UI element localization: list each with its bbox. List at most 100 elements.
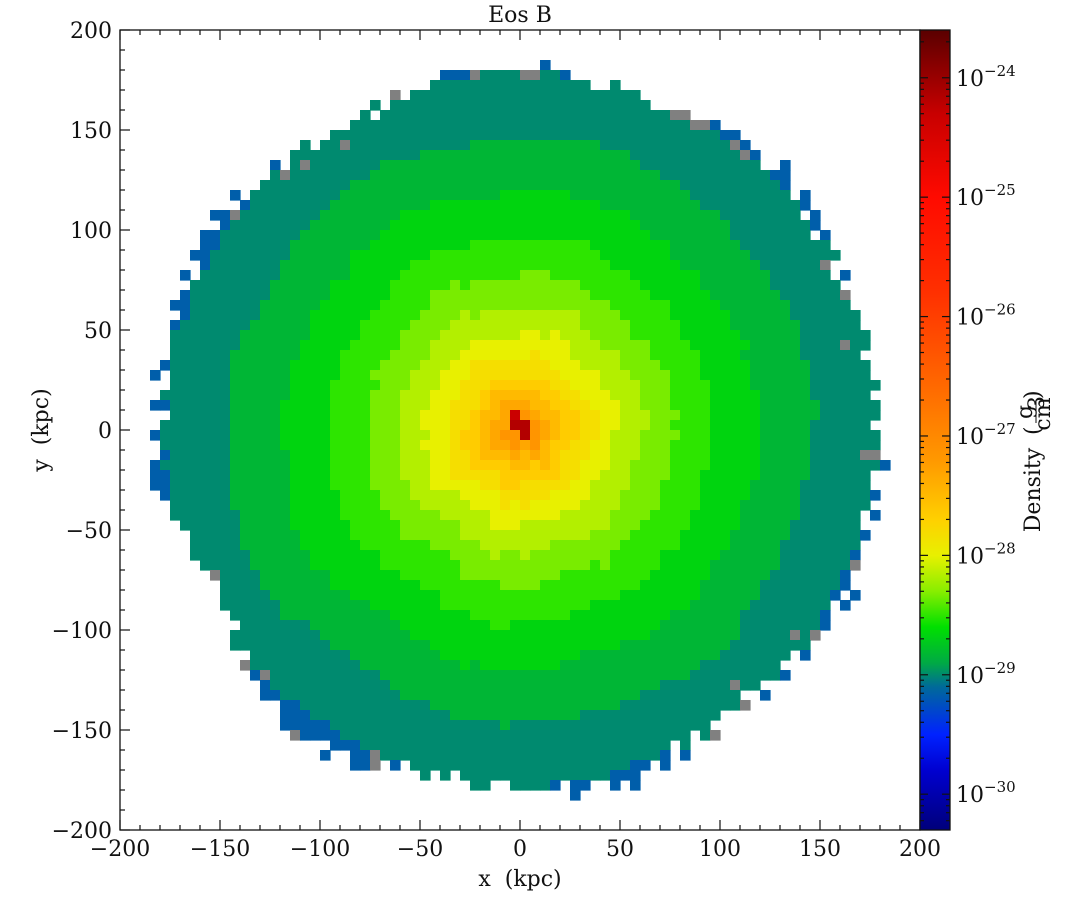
heatmap-cell	[440, 100, 451, 111]
y-tick-label: −100	[52, 619, 112, 644]
heatmap-cell	[650, 500, 661, 511]
heatmap-cell	[710, 540, 721, 551]
heatmap-cell	[380, 410, 391, 421]
heatmap-cell	[800, 320, 811, 331]
x-tick-label: 100	[699, 837, 741, 862]
heatmap-cell	[370, 680, 381, 691]
heatmap-cell	[550, 160, 561, 171]
heatmap-cell	[400, 270, 411, 281]
heatmap-cell	[380, 260, 391, 271]
colorbar-tick-exponent: −24	[984, 62, 1016, 80]
heatmap-cell	[770, 610, 781, 621]
heatmap-cell	[200, 420, 211, 431]
heatmap-cell	[760, 240, 771, 251]
heatmap-cell	[610, 710, 621, 721]
heatmap-cell	[350, 430, 361, 441]
heatmap-cell	[560, 410, 571, 421]
colorbar-gradient	[920, 30, 950, 830]
heatmap-cell	[350, 200, 361, 211]
heatmap-cell	[390, 190, 401, 201]
heatmap-cell	[270, 270, 281, 281]
heatmap-cell	[280, 550, 291, 561]
heatmap-cell	[610, 650, 621, 661]
heatmap-cell	[230, 560, 241, 571]
heatmap-cell	[820, 370, 831, 381]
heatmap-cell	[430, 590, 441, 601]
heatmap-cell	[180, 310, 191, 321]
heatmap-cell	[850, 540, 861, 551]
heatmap-cell	[360, 130, 371, 141]
heatmap-cell	[420, 610, 431, 621]
heatmap-cell	[660, 270, 671, 281]
heatmap-cell	[850, 340, 861, 351]
heatmap-cell	[370, 210, 381, 221]
heatmap-cell	[370, 540, 381, 551]
heatmap-cell	[410, 250, 421, 261]
heatmap-cell	[540, 650, 551, 661]
heatmap-cell	[800, 520, 811, 531]
heatmap-cell	[300, 430, 311, 441]
heatmap-cell	[270, 210, 281, 221]
heatmap-cell	[650, 140, 661, 151]
heatmap-cell	[810, 210, 821, 221]
heatmap-cell	[730, 600, 741, 611]
heatmap-cell	[600, 340, 611, 351]
heatmap-cell	[410, 570, 421, 581]
heatmap-cell	[320, 270, 331, 281]
heatmap-cell	[600, 370, 611, 381]
heatmap-cell	[580, 690, 591, 701]
heatmap-cell	[640, 390, 651, 401]
heatmap-cell	[470, 680, 481, 691]
heatmap-cell	[570, 410, 581, 421]
heatmap-cell	[510, 290, 521, 301]
heatmap-cell	[630, 350, 641, 361]
heatmap-cell	[270, 180, 281, 191]
heatmap-cell	[550, 690, 561, 701]
heatmap-cell	[510, 240, 521, 251]
heatmap-cell	[870, 510, 881, 521]
heatmap-cell	[360, 430, 371, 441]
heatmap-cell	[440, 530, 451, 541]
heatmap-cell	[700, 590, 711, 601]
heatmap-cell	[210, 550, 221, 561]
heatmap-cell	[260, 290, 271, 301]
heatmap-cell	[630, 320, 641, 331]
heatmap-cell	[540, 670, 551, 681]
heatmap-cell	[550, 430, 561, 441]
heatmap-cell	[810, 540, 821, 551]
heatmap-cell	[760, 350, 771, 361]
heatmap-cell	[560, 480, 571, 491]
heatmap-cell	[570, 590, 581, 601]
heatmap-cell	[710, 660, 721, 671]
heatmap-cell	[360, 530, 371, 541]
heatmap-cell	[490, 110, 501, 121]
heatmap-cell	[530, 690, 541, 701]
heatmap-cell	[240, 380, 251, 391]
heatmap-cell	[660, 380, 671, 391]
heatmap-cell	[500, 230, 511, 241]
heatmap-cell	[410, 220, 421, 231]
heatmap-cell	[660, 750, 671, 761]
heatmap-cell	[530, 490, 541, 501]
x-tick-label: −200	[90, 837, 150, 862]
heatmap-cell	[820, 250, 831, 261]
heatmap-cell	[510, 320, 521, 331]
heatmap-cell	[820, 480, 831, 491]
heatmap-cell	[680, 430, 691, 441]
heatmap-cell	[350, 300, 361, 311]
heatmap-cell	[550, 720, 561, 731]
heatmap-cell	[700, 640, 711, 651]
heatmap-cell	[200, 480, 211, 491]
heatmap-cell	[200, 340, 211, 351]
heatmap-cell	[200, 550, 211, 561]
heatmap-cell	[590, 520, 601, 531]
heatmap-cell	[170, 440, 181, 451]
heatmap-cell	[270, 460, 281, 471]
heatmap-cell	[480, 560, 491, 571]
heatmap-cell	[710, 360, 721, 371]
heatmap-cell	[650, 490, 661, 501]
heatmap-cell	[390, 160, 401, 171]
heatmap-cell	[290, 580, 301, 591]
heatmap-cell	[300, 360, 311, 371]
heatmap-cell	[580, 350, 591, 361]
